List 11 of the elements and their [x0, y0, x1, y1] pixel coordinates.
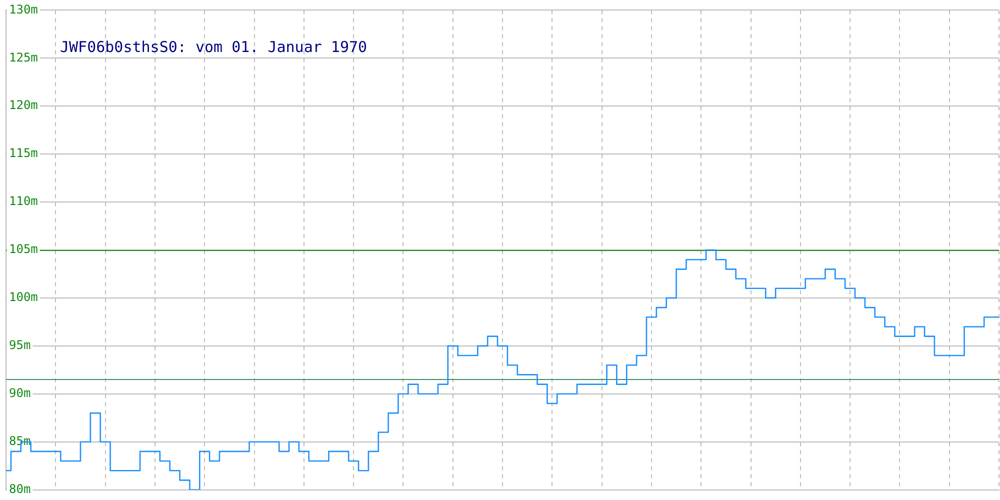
y-tick-label: 110m	[9, 194, 38, 208]
y-tick-label: 125m	[9, 50, 38, 64]
y-tick-label: 80m	[9, 482, 31, 496]
y-tick-label: 95m	[9, 338, 31, 352]
y-tick-label: 90m	[9, 386, 31, 400]
text: JWF06b0sthsS0: vom 01. Januar 1970	[60, 38, 368, 56]
y-tick-label: 105m	[9, 242, 38, 256]
y-tick-label: 120m	[9, 98, 38, 112]
y-tick-label: 100m	[9, 290, 38, 304]
y-tick-label: 130m	[9, 2, 38, 16]
y-tick-label: 115m	[9, 146, 38, 160]
